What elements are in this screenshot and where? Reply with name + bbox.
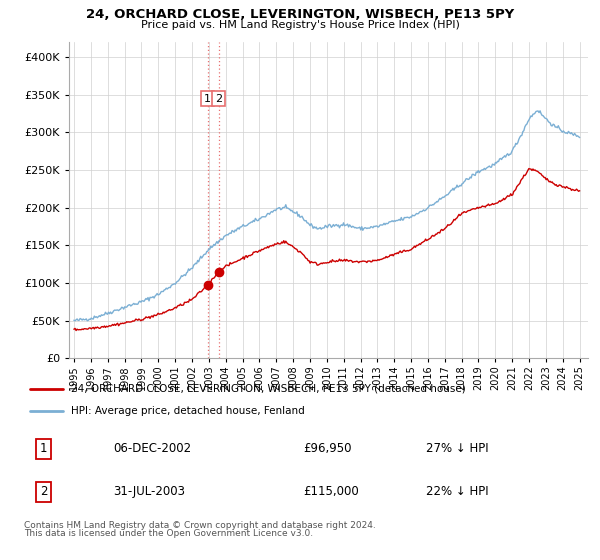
Text: Price paid vs. HM Land Registry's House Price Index (HPI): Price paid vs. HM Land Registry's House …: [140, 20, 460, 30]
Text: 27% ↓ HPI: 27% ↓ HPI: [426, 442, 488, 455]
Text: Contains HM Land Registry data © Crown copyright and database right 2024.: Contains HM Land Registry data © Crown c…: [24, 521, 376, 530]
Text: This data is licensed under the Open Government Licence v3.0.: This data is licensed under the Open Gov…: [24, 529, 313, 538]
Text: 24, ORCHARD CLOSE, LEVERINGTON, WISBECH, PE13 5PY: 24, ORCHARD CLOSE, LEVERINGTON, WISBECH,…: [86, 8, 514, 21]
Text: £115,000: £115,000: [303, 485, 359, 498]
Text: 24, ORCHARD CLOSE, LEVERINGTON, WISBECH, PE13 5PY (detached house): 24, ORCHARD CLOSE, LEVERINGTON, WISBECH,…: [71, 384, 466, 394]
Text: £96,950: £96,950: [303, 442, 352, 455]
Text: 22% ↓ HPI: 22% ↓ HPI: [426, 485, 488, 498]
Text: HPI: Average price, detached house, Fenland: HPI: Average price, detached house, Fenl…: [71, 406, 305, 416]
Text: 2: 2: [215, 94, 222, 104]
Text: 06-DEC-2002: 06-DEC-2002: [113, 442, 191, 455]
Text: 2: 2: [40, 485, 47, 498]
Text: 31-JUL-2003: 31-JUL-2003: [113, 485, 185, 498]
Text: 1: 1: [204, 94, 211, 104]
Text: 1: 1: [40, 442, 47, 455]
